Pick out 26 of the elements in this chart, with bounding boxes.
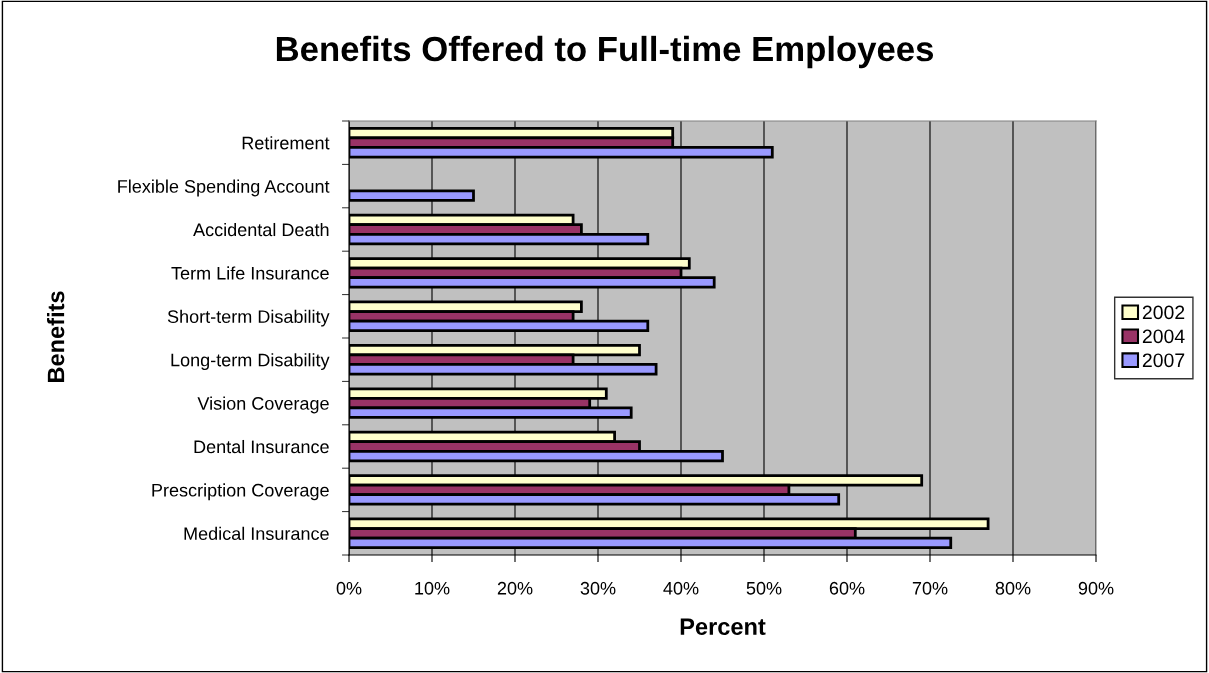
y-tick-label: Vision Coverage (197, 396, 329, 414)
x-tick-label: 20% (497, 581, 533, 595)
y-tick-label: Flexible Spending Account (118, 179, 330, 197)
x-tick-label: 30% (580, 581, 616, 595)
y-tick-label: Long-term Disability (171, 353, 330, 370)
legend-label: 2002 (1142, 305, 1185, 320)
y-tick-label: Medical Insurance (184, 526, 329, 541)
y-axis-title: Benefits (47, 291, 65, 382)
x-tick-label: 10% (415, 581, 450, 595)
y-tick-label: Prescription Coverage (152, 483, 329, 501)
x-tick-label: 60% (829, 581, 865, 595)
x-tick-label: 90% (1078, 581, 1114, 595)
y-tick-label: Term Life Insurance (171, 266, 329, 280)
x-tick-label: 80% (995, 581, 1031, 595)
legend-label: 2004 (1142, 329, 1185, 344)
legend-label: 2007 (1142, 353, 1185, 368)
chart-title: Benefits Offered to Full-time Employees (276, 35, 934, 69)
x-tick-label: 40% (663, 581, 699, 595)
y-tick-label: Retirement (242, 136, 330, 150)
y-tick-label: Dental Insurance (194, 439, 329, 454)
x-tick-label: 70% (912, 581, 948, 595)
y-tick-label: Accidental Death (193, 222, 329, 237)
x-tick-label: 50% (746, 581, 782, 595)
x-tick-label: 0% (336, 581, 362, 595)
y-tick-label: Short-term Disability (167, 309, 330, 327)
x-axis-title: Percent (680, 618, 766, 636)
